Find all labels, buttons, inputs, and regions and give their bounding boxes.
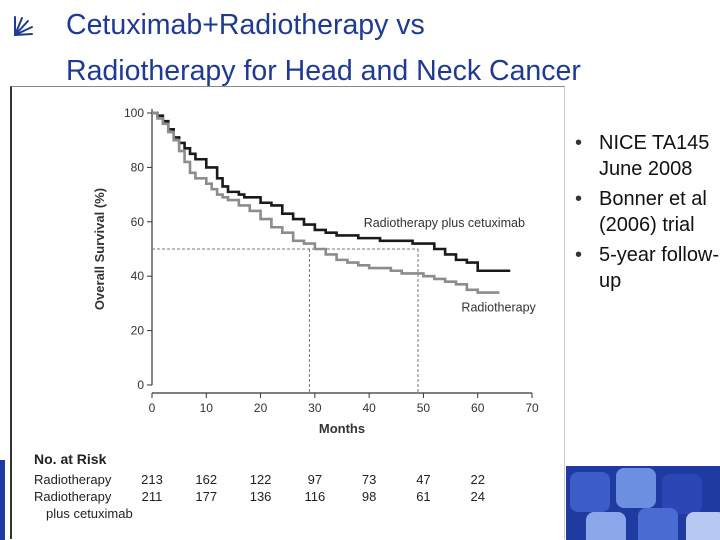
decor-tile xyxy=(638,508,678,540)
decor-tile xyxy=(662,474,702,514)
title-line-2: Radiotherapy for Head and Neck Cancer xyxy=(66,55,581,87)
y-tick-label: 40 xyxy=(131,269,145,283)
bullet-dot: • xyxy=(575,244,583,266)
risk-cell: 22 xyxy=(470,472,484,487)
x-axis-label: Months xyxy=(319,421,365,436)
title-line-1: Cetuximab+Radiotherapy vs xyxy=(66,9,425,41)
risk-cell: 97 xyxy=(308,472,322,487)
x-tick-label: 10 xyxy=(200,401,214,415)
y-tick-label: 20 xyxy=(131,324,145,338)
y-tick-label: 0 xyxy=(137,378,144,392)
risk-cell: 211 xyxy=(142,489,163,504)
bullet-text: NICE TA145 June 2008 xyxy=(599,132,710,180)
risk-cell: 162 xyxy=(195,472,217,487)
risk-cell: 73 xyxy=(362,472,376,487)
risk-cell: 213 xyxy=(141,472,163,487)
bullet-item: • 5-year follow-up xyxy=(575,242,720,294)
series-label-cetuximab: Radiotherapy plus cetuximab xyxy=(364,216,525,230)
figure-panel: 0 20 40 60 80 100 0 10 20 30 40 50 60 70 Overall Survi… xyxy=(10,86,565,539)
risk-cell: 47 xyxy=(416,472,430,487)
x-tick-label: 70 xyxy=(525,401,539,415)
survival-chart: 0 20 40 60 80 100 0 10 20 30 40 50 60 70 Overall Survi… xyxy=(34,106,539,521)
left-edge-decor xyxy=(0,460,5,540)
risk-cell: 116 xyxy=(304,489,325,504)
x-tick-label: 40 xyxy=(362,401,376,415)
risk-cell: 61 xyxy=(416,489,430,504)
x-tick-label: 60 xyxy=(471,401,485,415)
risk-cell: 24 xyxy=(470,489,484,504)
x-tick-label: 50 xyxy=(417,401,431,415)
bullet-text: 5-year follow-up xyxy=(599,244,720,292)
bullet-item: • Bonner et al (2006) trial xyxy=(575,186,720,238)
risk-table-title: No. at Risk xyxy=(34,451,107,467)
slide-title: Cetuximab+Radiotherapy vs Radiotherapy f… xyxy=(6,6,720,88)
series-label-radiotherapy: Radiotherapy xyxy=(461,301,536,315)
risk-row-label: Radiotherapy xyxy=(34,472,112,487)
fan-icon xyxy=(14,16,33,36)
decor-tile xyxy=(686,512,720,540)
risk-cell: 122 xyxy=(250,472,272,487)
risk-cell: 177 xyxy=(195,489,217,504)
decor-tile xyxy=(616,468,656,508)
series-line-radiotherapy xyxy=(152,111,500,294)
x-tick-label: 20 xyxy=(254,401,268,415)
series-line-cetuximab xyxy=(152,111,511,273)
bullet-item: • NICE TA145 June 2008 xyxy=(575,130,720,182)
bullet-dot: • xyxy=(575,132,583,154)
decor-tile xyxy=(586,512,626,540)
y-tick-label: 60 xyxy=(131,215,145,229)
bullet-list: • NICE TA145 June 2008 • Bonner et al (2… xyxy=(575,130,720,298)
y-axis-label: Overall Survival (%) xyxy=(92,188,107,310)
decor-tile xyxy=(570,472,610,512)
risk-cell: 136 xyxy=(250,489,272,504)
decorative-pattern xyxy=(566,466,720,540)
bullet-text: Bonner et al (2006) trial xyxy=(599,188,707,236)
x-tick-label: 0 xyxy=(149,401,156,415)
y-tick-label: 80 xyxy=(131,160,145,174)
risk-cell: 98 xyxy=(362,489,376,504)
bullet-dot: • xyxy=(575,188,583,210)
risk-row-label-cont: plus cetuximab xyxy=(46,506,133,521)
y-tick-label: 100 xyxy=(124,106,144,120)
risk-row-label: Radiotherapy xyxy=(34,489,112,504)
x-tick-label: 30 xyxy=(308,401,322,415)
